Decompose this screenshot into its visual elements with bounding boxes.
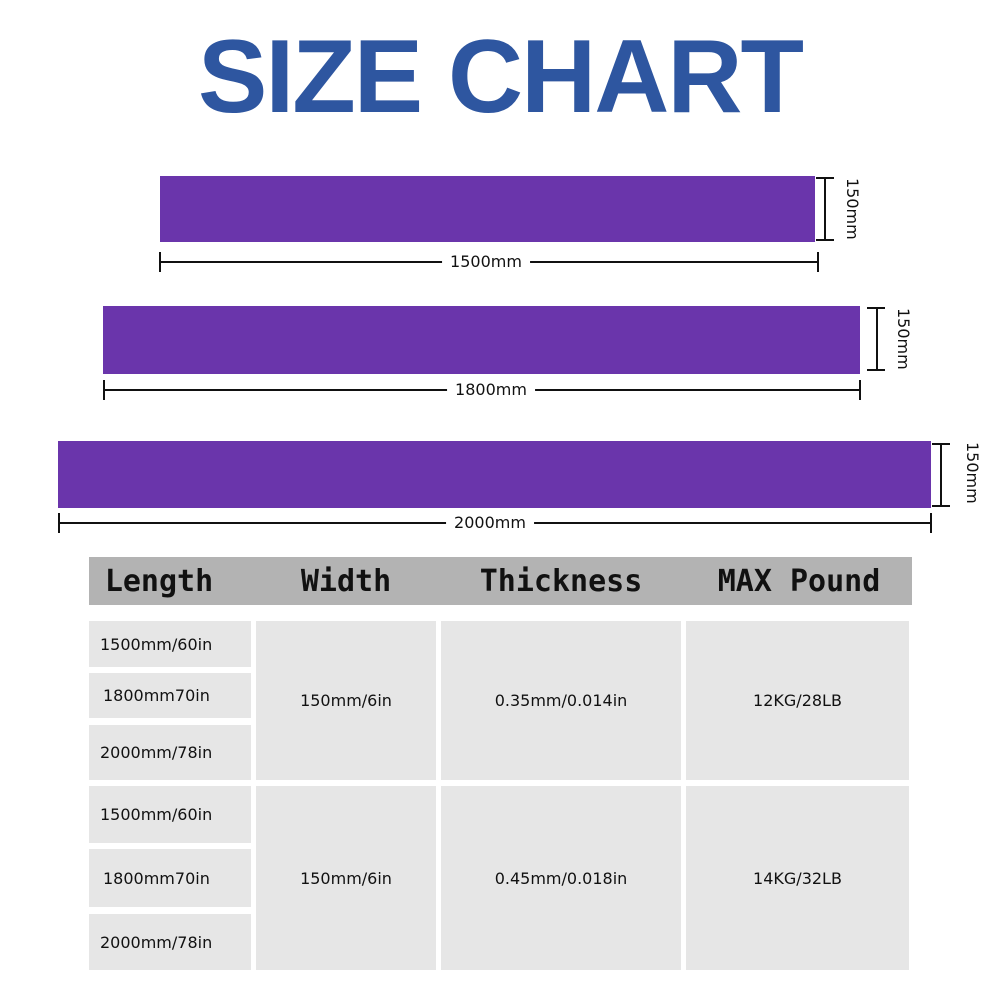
width-label: 150mm [843, 178, 862, 240]
page-title: SIZE CHART [198, 19, 804, 135]
dim-tick [932, 505, 950, 507]
width-label: 150mm [894, 308, 913, 370]
header-width: Width [300, 564, 392, 599]
dim-tick [930, 513, 932, 533]
length-label: 1800mm [447, 380, 535, 399]
thickness-cell: 0.45mm/0.018in [441, 786, 681, 970]
width-dimension-line [940, 443, 942, 507]
max-pound-cell: 12KG/28LB [686, 621, 909, 780]
band-1800 [103, 306, 860, 374]
dim-tick [816, 177, 834, 179]
band-1500 [160, 176, 815, 242]
dim-tick [816, 239, 834, 241]
dim-tick [932, 443, 950, 445]
header-length: Length [104, 564, 214, 599]
length-cell: 2000mm/78in [89, 914, 251, 970]
dim-tick [58, 513, 60, 533]
length-label: 2000mm [446, 513, 534, 532]
max-pound-cell: 14KG/32LB [686, 786, 909, 970]
dim-tick [103, 380, 105, 400]
header-max-pound: MAX Pound [717, 564, 881, 599]
header-thickness: Thickness [479, 564, 643, 599]
dim-tick [867, 307, 885, 309]
width-cell: 150mm/6in [256, 786, 436, 970]
dim-tick [159, 252, 161, 272]
dim-tick [817, 252, 819, 272]
band-2000 [58, 441, 931, 508]
width-cell: 150mm/6in [256, 621, 436, 780]
table-header: Length Width Thickness MAX Pound [89, 557, 912, 605]
dim-tick [859, 380, 861, 400]
width-label: 150mm [963, 442, 982, 504]
width-dimension-line [824, 177, 826, 241]
length-cell: 1500mm/60in [89, 621, 251, 667]
length-cell: 1500mm/60in [89, 786, 251, 843]
length-cell: 1800mm70in [89, 849, 251, 907]
length-cell: 1800mm70in [89, 673, 251, 718]
length-label: 1500mm [442, 252, 530, 271]
length-cell: 2000mm/78in [89, 725, 251, 780]
thickness-cell: 0.35mm/0.014in [441, 621, 681, 780]
dim-tick [867, 369, 885, 371]
width-dimension-line [876, 307, 878, 371]
